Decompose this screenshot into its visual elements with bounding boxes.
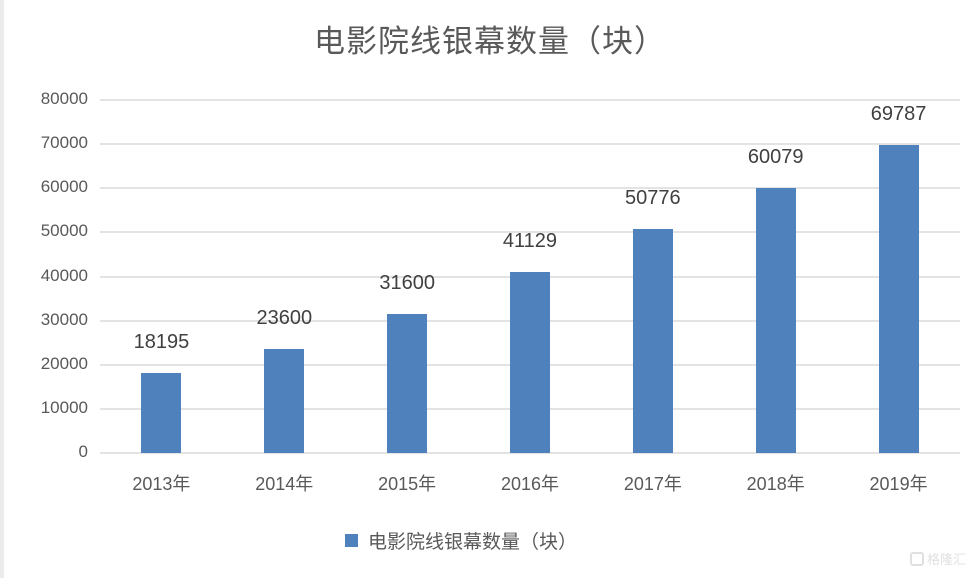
y-tick-label: 50000 [40,221,88,241]
data-label: 31600 [379,271,435,294]
data-label: 60079 [747,145,804,168]
x-tick-label: 2014年 [255,474,314,494]
bar [755,187,796,453]
x-tick-label: 2013年 [132,474,191,494]
x-tick-label: 2016年 [500,474,560,494]
bar [141,372,182,453]
watermark-text: 格隆汇 [926,553,966,568]
data-label: 50776 [625,186,681,209]
bar [510,271,550,453]
chart-title: 电影院线银幕数量（块） [314,24,666,60]
data-label: 69787 [870,103,927,126]
x-tick-label: 2018年 [746,474,805,494]
y-tick-label: 0 [78,442,88,461]
gridline [100,99,960,101]
bar [264,348,305,453]
gridline [100,187,960,190]
x-tick-label: 2019年 [869,474,928,494]
gridline [100,143,960,146]
bar [632,228,673,453]
data-label: 18195 [133,330,190,353]
data-label: 23600 [256,306,313,329]
legend-label: 电影院线银幕数量（块） [368,531,578,553]
legend-swatch [345,534,358,547]
gridline [100,452,960,454]
y-tick-label: 40000 [40,265,88,285]
watermark: 格隆汇 [909,549,966,568]
left-border [0,0,4,578]
bar [387,313,428,453]
data-label: 41129 [502,229,558,252]
y-tick-label: 80000 [40,89,88,108]
watermark-logo-icon [909,551,924,566]
y-tick-label: 20000 [40,353,88,373]
bar [878,145,919,453]
y-tick-label: 10000 [40,397,88,417]
y-tick-label: 30000 [40,309,88,329]
x-tick-label: 2017年 [623,474,682,494]
legend: 电影院线银幕数量（块） [345,527,577,554]
gridline [100,231,960,234]
y-tick-label: 70000 [40,133,88,153]
x-tick-label: 2015年 [378,474,437,494]
y-tick-label: 60000 [40,177,88,197]
